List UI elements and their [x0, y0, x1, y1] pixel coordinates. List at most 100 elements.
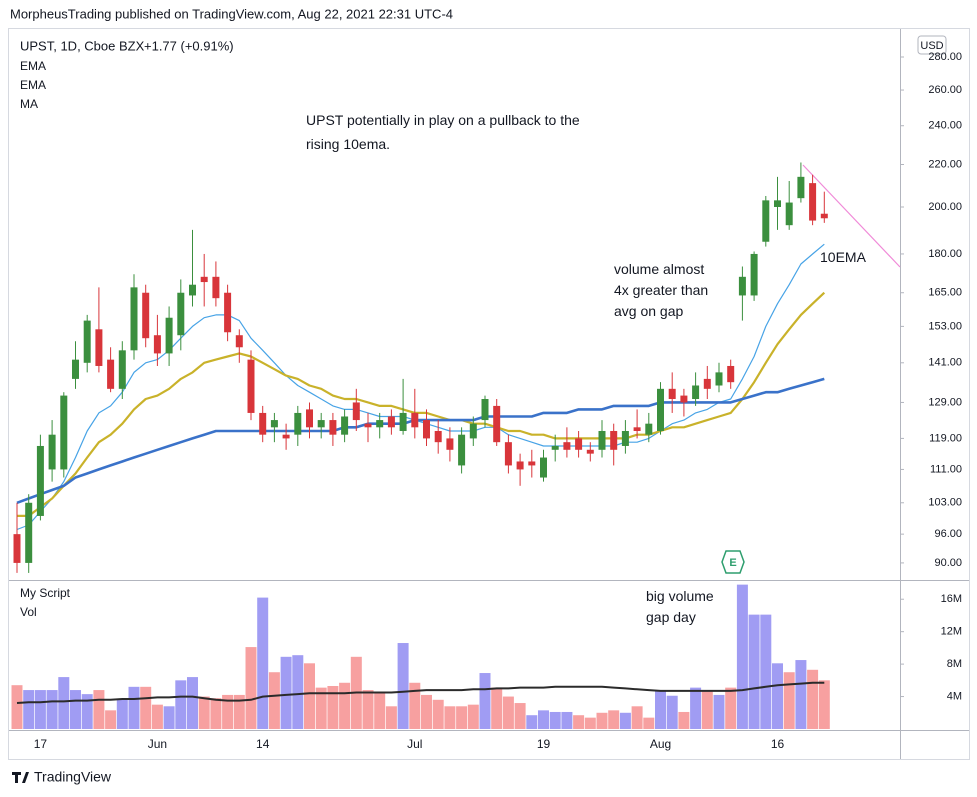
volume-bar	[257, 597, 269, 729]
volume-bar	[573, 715, 585, 729]
volume-bar	[678, 711, 690, 729]
candle-body	[774, 200, 781, 207]
volume-bar	[187, 677, 198, 729]
candle-body	[516, 461, 524, 470]
volume-bar	[526, 715, 538, 729]
candle-body	[118, 350, 126, 389]
candle-body	[60, 395, 68, 470]
volume-bar	[339, 682, 351, 729]
candle-body	[738, 276, 746, 296]
change: +1.77 (+0.91%)	[144, 38, 234, 53]
candle-body	[282, 434, 290, 439]
candle-body	[621, 430, 629, 446]
candle-body	[387, 416, 395, 428]
volume-bar	[397, 643, 409, 729]
volume-bar	[315, 687, 327, 729]
y-tick-label: 129.00	[928, 396, 962, 408]
trend-line	[802, 164, 901, 268]
candle-body	[270, 420, 278, 428]
volume-bar	[374, 691, 386, 729]
candle-body	[294, 412, 302, 435]
candle-body	[341, 416, 349, 435]
volume-bar	[584, 717, 596, 729]
candle-body	[727, 365, 735, 383]
published-line: MorpheusTrading published on TradingView…	[10, 6, 453, 21]
candle-body	[469, 423, 477, 439]
candle-body	[703, 378, 711, 389]
candle-body	[329, 420, 337, 435]
volume-bar	[116, 699, 128, 729]
candle-body	[306, 409, 313, 428]
candle-body	[458, 434, 466, 466]
currency-box[interactable]	[917, 35, 947, 55]
candle-body	[200, 276, 208, 283]
volume-bar	[34, 690, 46, 729]
currency: USD	[920, 40, 943, 52]
volume-bar	[198, 696, 210, 729]
candle-body	[680, 395, 688, 403]
y-tick-label: 96.00	[934, 528, 962, 540]
x-tick-label: Aug	[650, 737, 671, 751]
volume-average-line	[16, 681, 825, 704]
candle-body	[750, 253, 758, 296]
volume-bar	[456, 706, 468, 729]
volume-bar	[210, 698, 222, 729]
candle-body	[13, 534, 21, 563]
earnings-marker[interactable]	[721, 550, 745, 574]
candle-body	[189, 284, 196, 296]
volume-bar	[467, 704, 479, 729]
candle-body	[598, 430, 606, 450]
volume-bar	[514, 703, 526, 729]
volume-bar	[655, 690, 666, 729]
candle-body	[563, 442, 571, 450]
x-tick-label: Jun	[148, 737, 167, 751]
volume-bar	[807, 669, 819, 729]
volume-bar	[58, 677, 70, 729]
indicator-line	[16, 243, 825, 531]
volume-bar	[772, 663, 783, 729]
volume-bar	[725, 687, 737, 729]
volume-bar	[619, 712, 631, 729]
annotation: volume almost 4x greater than avg on gap	[614, 261, 709, 319]
candle-body	[551, 445, 559, 450]
volume-bar	[608, 710, 620, 729]
volume-bar	[105, 710, 117, 729]
y-tick-label: 280.00	[928, 51, 962, 63]
candle-body	[575, 438, 583, 450]
candle-body	[446, 438, 454, 450]
volume-bar	[760, 614, 772, 729]
candle-body	[247, 359, 255, 413]
volume-bar	[245, 647, 257, 729]
volume-bar	[491, 687, 503, 729]
volume-bar	[444, 706, 456, 729]
volume-bar	[432, 699, 444, 729]
volume-bar	[561, 711, 573, 729]
volume-bar	[304, 663, 315, 729]
candle-body	[423, 420, 430, 439]
indicator-legend: MA	[20, 97, 38, 111]
candle-body	[411, 412, 419, 428]
candle-body	[481, 399, 489, 421]
volume-bar	[818, 680, 830, 729]
volume-bar	[11, 685, 23, 729]
y-tick-label: 90.00	[934, 557, 962, 569]
y-tick-label: 12M	[941, 626, 962, 638]
candle-body	[107, 359, 115, 389]
volume-bar	[46, 690, 58, 729]
volume-bar	[327, 686, 339, 729]
candle-body	[259, 412, 267, 435]
candle-body	[645, 423, 653, 435]
y-tick-label: 111.00	[930, 463, 962, 475]
volume-bar	[479, 673, 491, 729]
y-tick-label: 153.00	[928, 320, 962, 332]
y-tick-label: 141.00	[928, 357, 962, 369]
candle-body	[785, 202, 793, 226]
y-tick-label: 4M	[947, 690, 962, 702]
volume-bar	[596, 712, 608, 729]
indicator-legend: EMA	[20, 59, 46, 73]
volume-bar	[421, 694, 432, 729]
candle-body	[364, 423, 372, 428]
symbol: UPST, 1D, Cboe BZX	[20, 38, 145, 53]
volume-bar	[549, 711, 561, 729]
volume-bar	[70, 690, 81, 729]
